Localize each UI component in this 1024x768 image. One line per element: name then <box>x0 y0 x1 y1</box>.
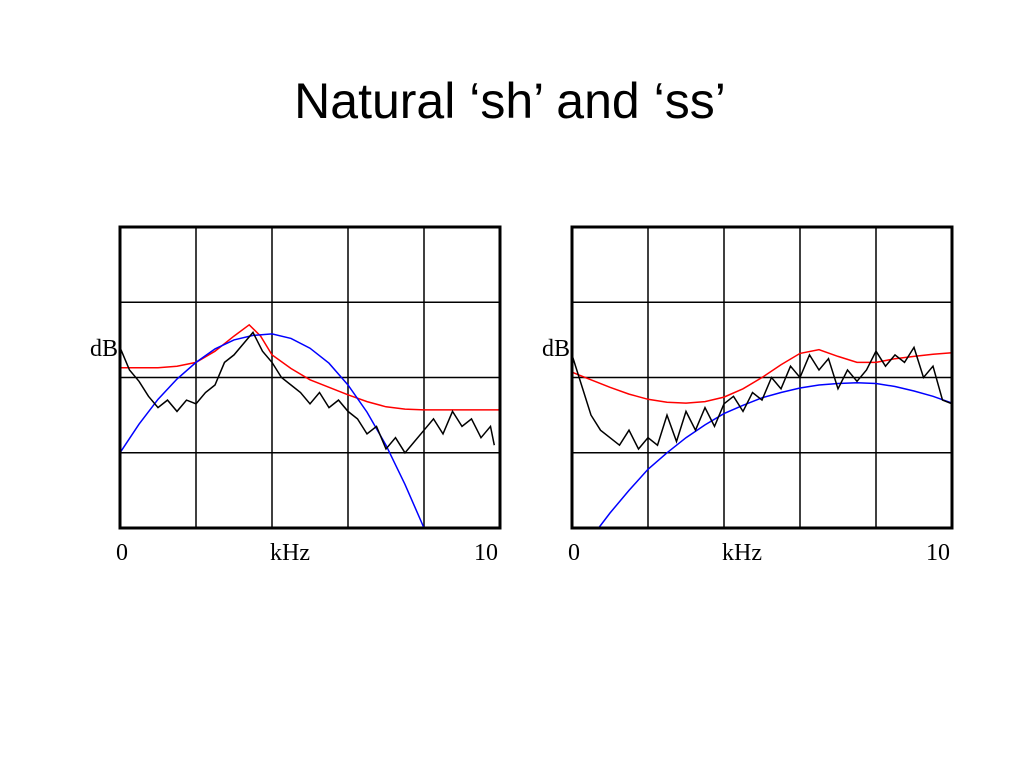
plot-frame <box>118 225 502 530</box>
data-line <box>119 333 425 529</box>
x-axis-label: kHz <box>270 540 310 566</box>
data-line <box>598 382 953 529</box>
x-tick-label: 0 <box>116 540 128 566</box>
x-axis-label: kHz <box>722 540 762 566</box>
x-tick-label: 0 <box>568 540 580 566</box>
y-axis-label: dB <box>90 336 118 362</box>
slide-title: Natural ‘sh’ and ‘ss’ <box>294 73 726 129</box>
x-tick-label: 10 <box>474 540 498 566</box>
y-axis-label: dB <box>542 336 570 362</box>
data-line <box>571 345 953 451</box>
data-line <box>571 348 953 404</box>
data-line <box>119 331 496 455</box>
x-tick-label: 10 <box>926 540 950 566</box>
plot-frame <box>570 225 954 530</box>
data-line <box>120 323 500 411</box>
